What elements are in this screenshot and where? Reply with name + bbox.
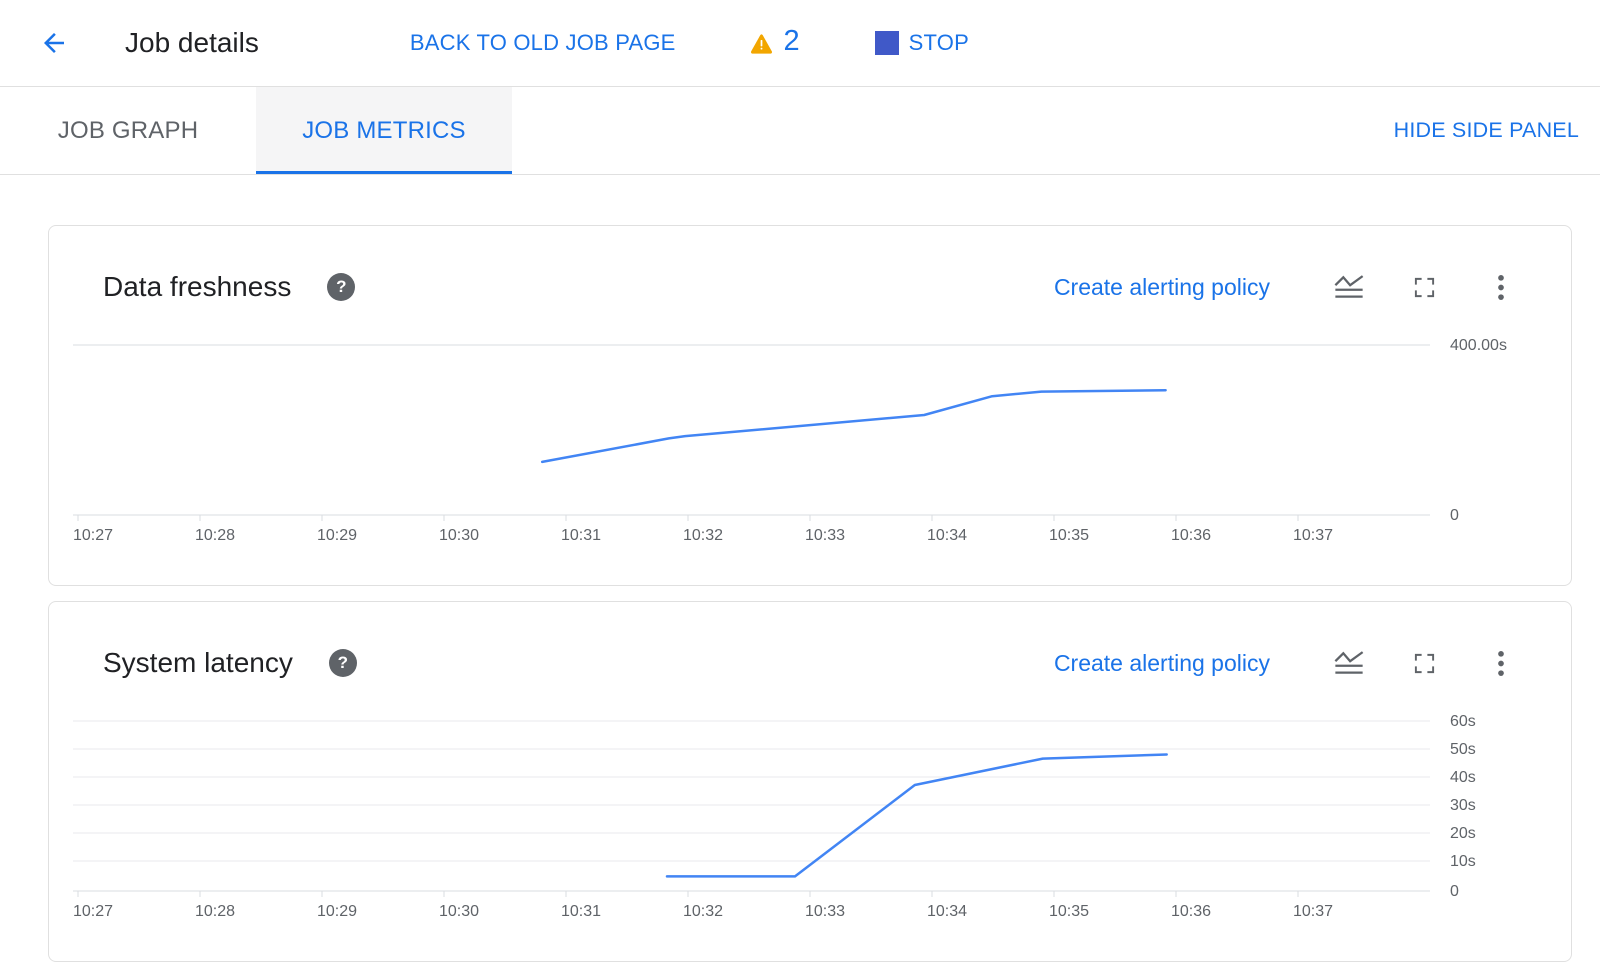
svg-text:10:31: 10:31 — [561, 903, 601, 916]
svg-text:0: 0 — [1450, 883, 1459, 900]
svg-text:10:27: 10:27 — [73, 903, 113, 916]
svg-text:10:37: 10:37 — [1293, 527, 1333, 540]
svg-text:10:33: 10:33 — [805, 903, 845, 916]
svg-text:10:36: 10:36 — [1171, 527, 1211, 540]
svg-text:10:28: 10:28 — [195, 527, 235, 540]
svg-text:10:31: 10:31 — [561, 527, 601, 540]
svg-text:0: 0 — [1450, 507, 1459, 524]
svg-text:10:34: 10:34 — [927, 903, 967, 916]
svg-text:10:33: 10:33 — [805, 527, 845, 540]
svg-text:40s: 40s — [1450, 769, 1476, 786]
svg-text:10:35: 10:35 — [1049, 903, 1089, 916]
svg-text:400.00s: 400.00s — [1450, 337, 1507, 354]
svg-text:10:30: 10:30 — [439, 527, 479, 540]
svg-text:10:30: 10:30 — [439, 903, 479, 916]
svg-text:10:32: 10:32 — [683, 903, 723, 916]
svg-text:10:29: 10:29 — [317, 903, 357, 916]
svg-text:60s: 60s — [1450, 713, 1476, 730]
svg-text:50s: 50s — [1450, 741, 1476, 758]
svg-text:10:28: 10:28 — [195, 903, 235, 916]
svg-text:20s: 20s — [1450, 825, 1476, 842]
svg-text:10:27: 10:27 — [73, 527, 113, 540]
svg-text:10:37: 10:37 — [1293, 903, 1333, 916]
svg-text:10:32: 10:32 — [683, 527, 723, 540]
svg-text:30s: 30s — [1450, 797, 1476, 814]
svg-text:10:29: 10:29 — [317, 527, 357, 540]
svg-text:10:35: 10:35 — [1049, 527, 1089, 540]
svg-text:10s: 10s — [1450, 853, 1476, 870]
svg-text:10:36: 10:36 — [1171, 903, 1211, 916]
svg-text:10:34: 10:34 — [927, 527, 967, 540]
